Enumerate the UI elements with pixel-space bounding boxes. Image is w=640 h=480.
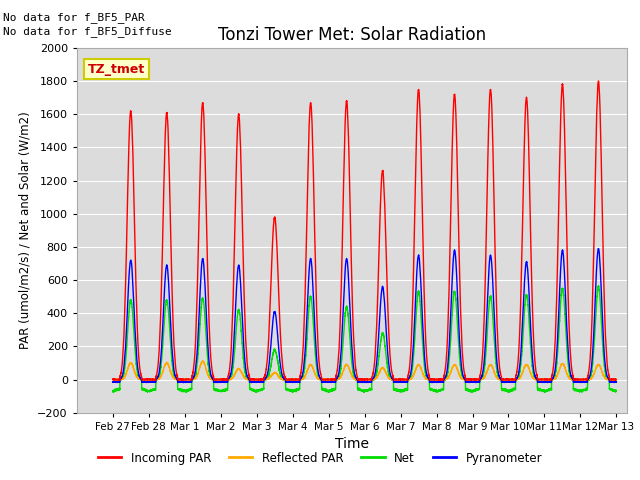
Text: TZ_tmet: TZ_tmet <box>88 62 145 75</box>
Legend: Incoming PAR, Reflected PAR, Net, Pyranometer: Incoming PAR, Reflected PAR, Net, Pyrano… <box>93 447 547 469</box>
Title: Tonzi Tower Met: Solar Radiation: Tonzi Tower Met: Solar Radiation <box>218 25 486 44</box>
Text: No data for f_BF5_PAR: No data for f_BF5_PAR <box>3 12 145 23</box>
Text: No data for f_BF5_Diffuse: No data for f_BF5_Diffuse <box>3 26 172 37</box>
X-axis label: Time: Time <box>335 437 369 451</box>
Y-axis label: PAR (umol/m2/s) / Net and Solar (W/m2): PAR (umol/m2/s) / Net and Solar (W/m2) <box>19 111 32 349</box>
